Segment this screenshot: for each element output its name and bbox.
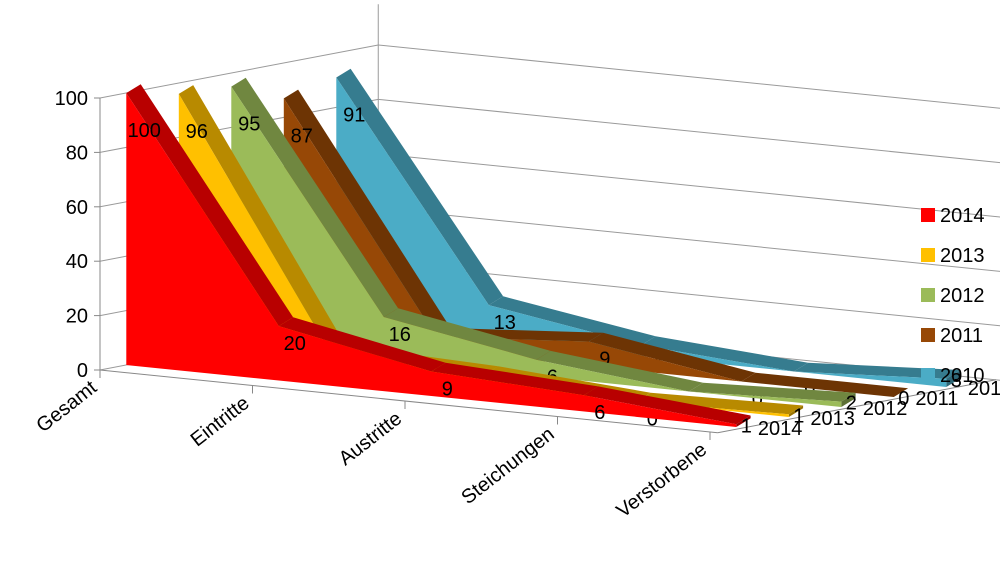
gridline <box>378 98 1000 164</box>
ribbon-top <box>536 350 704 392</box>
data-label: 9 <box>599 349 610 371</box>
side-gridline <box>99 44 379 99</box>
ribbon-top <box>488 296 656 346</box>
ribbon-end-cap <box>736 415 751 427</box>
ribbon-top <box>741 372 909 397</box>
series-2012: 95 16 6 0 2 <box>231 77 857 421</box>
ribbon-top <box>588 332 756 382</box>
legend-swatch <box>921 208 935 222</box>
data-label: 16 <box>389 324 411 346</box>
category-label: Eintritte <box>187 392 254 451</box>
depth-label: 2014 <box>758 418 803 440</box>
category-label: Austritte <box>335 408 406 471</box>
y-tick-label: 80 <box>66 142 88 164</box>
series-2011: 875900 <box>283 89 909 411</box>
data-label: 20 <box>284 333 306 355</box>
data-label: 9 <box>442 379 453 401</box>
data-label: 100 <box>128 120 161 142</box>
category-label: Verstorbene <box>613 439 712 523</box>
gridline <box>378 44 1000 109</box>
legend-label: 2011 <box>940 325 983 347</box>
series-ribbons: 9113403875900951660296640110020961 <box>126 68 962 437</box>
legend-swatch <box>921 288 935 302</box>
data-label: 2 <box>846 393 857 415</box>
y-tick-label: 40 <box>66 251 88 273</box>
data-label: 1 <box>793 405 804 427</box>
legend-label: 2012 <box>940 285 985 307</box>
ribbon-top <box>641 336 809 372</box>
legend-label: 2013 <box>940 245 985 267</box>
ribbon-top <box>178 85 346 355</box>
x-axis-line <box>99 369 718 434</box>
data-label: 95 <box>238 114 260 136</box>
data-label: 3 <box>951 370 962 392</box>
category-label: Gesamt <box>32 376 101 437</box>
legend-swatch <box>921 248 935 262</box>
ribbon-top <box>793 362 961 379</box>
data-label: 96 <box>186 121 208 143</box>
ribbon-top <box>636 392 804 415</box>
legend-label: 2014 <box>940 205 985 227</box>
ribbon-front-2014 <box>126 93 737 427</box>
y-tick-label: 60 <box>66 197 88 219</box>
depth-label: 2012 <box>863 398 908 420</box>
y-tick-label: 100 <box>55 88 88 110</box>
ribbon-end-cap <box>788 405 804 417</box>
data-label: 0 <box>804 379 815 401</box>
gridline <box>378 262 1000 327</box>
ribbon-top <box>231 77 399 317</box>
ribbon-top <box>278 317 446 372</box>
ribbon-top <box>431 362 599 396</box>
gridline <box>378 207 1000 272</box>
legend-swatch <box>921 368 935 382</box>
depth-label: 2010 <box>968 378 1000 400</box>
ribbon-top <box>583 386 751 425</box>
data-label: 0 <box>647 409 658 431</box>
legend: 2014 2013 2012 2011 2010 <box>921 205 985 387</box>
ribbon-top <box>688 382 856 402</box>
data-label: 91 <box>343 104 365 126</box>
gridline <box>378 153 1000 218</box>
data-label: 1 <box>741 415 752 437</box>
series-2010: 9113403 <box>336 68 962 401</box>
category-label: Steichungen <box>457 423 558 509</box>
ribbon-top <box>383 308 551 360</box>
ribbon-top <box>126 84 294 327</box>
ribbon-end-cap <box>841 392 856 407</box>
legend-label: 2010 <box>940 365 985 387</box>
legend-swatch <box>921 328 935 342</box>
data-label: 13 <box>494 312 516 334</box>
ribbon-front-2010 <box>336 77 947 387</box>
ribbon-top <box>283 89 451 337</box>
depth-label: 2011 <box>915 388 958 410</box>
data-label: 6 <box>594 402 605 424</box>
depth-label: 2013 <box>810 408 855 430</box>
ribbon-front-2012 <box>231 86 842 407</box>
data-label: 0 <box>898 388 909 410</box>
depth-axis-line <box>717 379 996 434</box>
y-tick-label: 0 <box>77 360 88 382</box>
y-tick-label: 20 <box>66 306 88 328</box>
ribbon-end-cap <box>946 370 961 387</box>
data-label: 0 <box>752 389 763 411</box>
ribbon-top <box>336 68 504 306</box>
data-label: 87 <box>291 125 313 147</box>
